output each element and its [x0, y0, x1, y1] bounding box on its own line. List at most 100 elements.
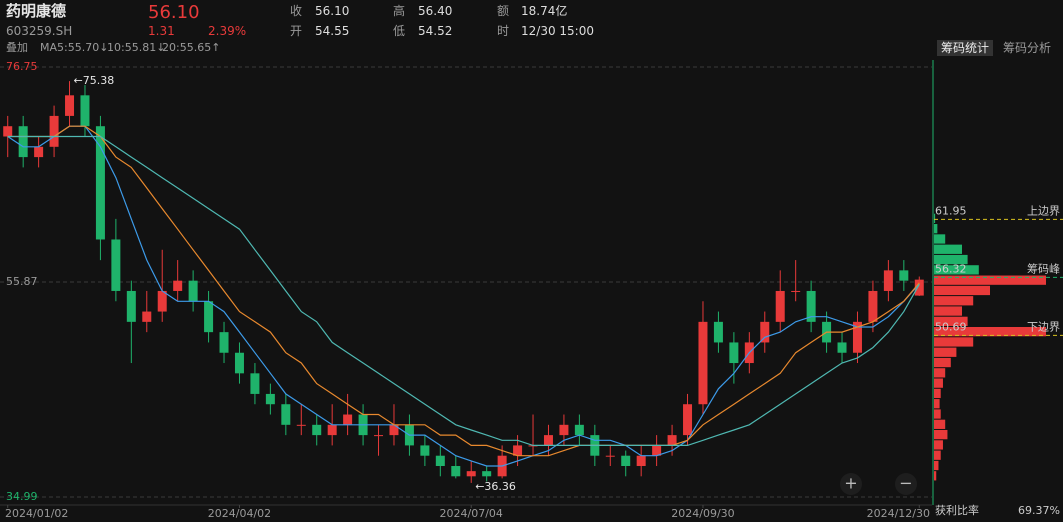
candle-body — [868, 290, 878, 322]
x-tick-label: 2024/01/02 — [5, 507, 68, 520]
chip-bar — [934, 337, 974, 347]
candle-body — [234, 352, 244, 374]
chip-bar — [934, 213, 936, 224]
stat-label: 时 — [497, 24, 510, 38]
candle-body — [559, 424, 569, 436]
stock-name: 药明康德 — [6, 2, 67, 20]
candle-body — [574, 424, 584, 436]
price: 56.10 — [148, 2, 200, 23]
candle-body — [343, 414, 353, 425]
chip-bar — [934, 378, 943, 388]
candle-body — [451, 466, 461, 477]
candle-body — [95, 126, 105, 240]
candle-body — [883, 270, 893, 291]
candle-body — [482, 471, 492, 477]
x-tick-label: 2024/07/04 — [440, 507, 503, 520]
chip-bar — [934, 357, 951, 368]
chip-level-value: 61.95 — [935, 204, 967, 217]
y-tick-label: 55.87 — [6, 275, 38, 288]
overlay-button[interactable]: 叠加 — [6, 41, 28, 54]
candle-body — [188, 280, 198, 302]
candle-body — [126, 290, 136, 322]
chip-bar — [934, 368, 946, 378]
stat-value: 12/30 15:00 — [521, 24, 594, 38]
chip-bar — [934, 409, 941, 419]
candle-body — [250, 373, 260, 394]
chip-bar — [934, 296, 974, 306]
candle-body — [899, 270, 909, 281]
chip-level-value: 56.32 — [935, 262, 967, 275]
candle-body — [590, 435, 600, 456]
stat-value: 56.40 — [418, 4, 453, 18]
chip-bar — [934, 388, 941, 399]
chip-bar — [934, 224, 938, 234]
chip-bar — [934, 471, 937, 481]
annotation: ←36.36 — [475, 480, 516, 493]
zoom-out-button[interactable] — [895, 473, 917, 495]
ma-line — [7, 125, 920, 457]
candle-body — [65, 95, 75, 116]
chip-bar — [934, 399, 940, 409]
candle-body — [806, 290, 816, 322]
chip-bar — [934, 429, 948, 440]
candle-body — [312, 424, 322, 436]
chip-bar — [934, 419, 946, 429]
chip-bar — [934, 347, 957, 357]
zoom-in-button[interactable] — [840, 473, 862, 495]
chip-bar — [934, 306, 962, 316]
chip-level-label: 上边界 — [1027, 204, 1060, 217]
candle-body — [852, 321, 862, 353]
x-tick-label: 2024/12/30 — [867, 507, 930, 520]
candle-body — [327, 424, 337, 436]
stat-label: 额 — [497, 4, 510, 18]
candle-body — [374, 435, 384, 437]
candle-body — [358, 414, 368, 436]
candle-body — [435, 455, 445, 467]
ma-label: 20:55.65↑ — [162, 41, 221, 54]
candle-body — [636, 455, 646, 467]
tab-active[interactable]: 筹码统计 — [937, 40, 994, 56]
change: 1.31 — [148, 24, 175, 38]
candle-body — [111, 239, 121, 291]
chip-level-value: 50.69 — [935, 320, 967, 333]
candle-body — [157, 290, 167, 312]
candle-body — [914, 279, 924, 296]
chip-level-label: 下边界 — [1027, 320, 1060, 333]
chip-bar — [934, 440, 943, 450]
chip-bar — [934, 460, 939, 471]
tab[interactable]: 筹码分析 — [1003, 41, 1052, 55]
stat-label: 开 — [290, 24, 303, 38]
candle-body — [775, 290, 785, 322]
chip-bar — [934, 275, 1046, 285]
stat-value: 18.74亿 — [521, 4, 568, 18]
candle-body — [173, 280, 183, 291]
chip-bar — [934, 265, 979, 275]
x-tick-label: 2024/09/30 — [671, 507, 734, 520]
stat-label: 收 — [290, 4, 303, 18]
profit-label: 获利比率 — [935, 503, 979, 517]
candle-body — [837, 342, 847, 353]
candle-body — [822, 321, 832, 343]
stat-value: 54.52 — [418, 24, 453, 38]
zoom-out-icon: − — [899, 474, 912, 493]
candle-body — [18, 126, 28, 158]
candle-body — [791, 290, 801, 292]
candle-body — [683, 404, 693, 436]
candle-body — [513, 445, 523, 456]
stat-label: 低 — [393, 24, 406, 38]
zoom-in-icon: + — [844, 474, 857, 493]
candle-body — [3, 126, 13, 137]
candle-body — [713, 321, 723, 343]
ma-line — [7, 135, 920, 446]
candle-body — [667, 435, 677, 446]
candle-body — [698, 321, 708, 405]
candle-body — [543, 435, 553, 446]
candle-body — [744, 342, 754, 364]
candle-body — [760, 321, 770, 343]
chip-bar — [934, 316, 968, 326]
candle-body — [265, 393, 275, 405]
y-tick-label: 76.75 — [6, 60, 38, 73]
candle-body — [528, 445, 538, 447]
